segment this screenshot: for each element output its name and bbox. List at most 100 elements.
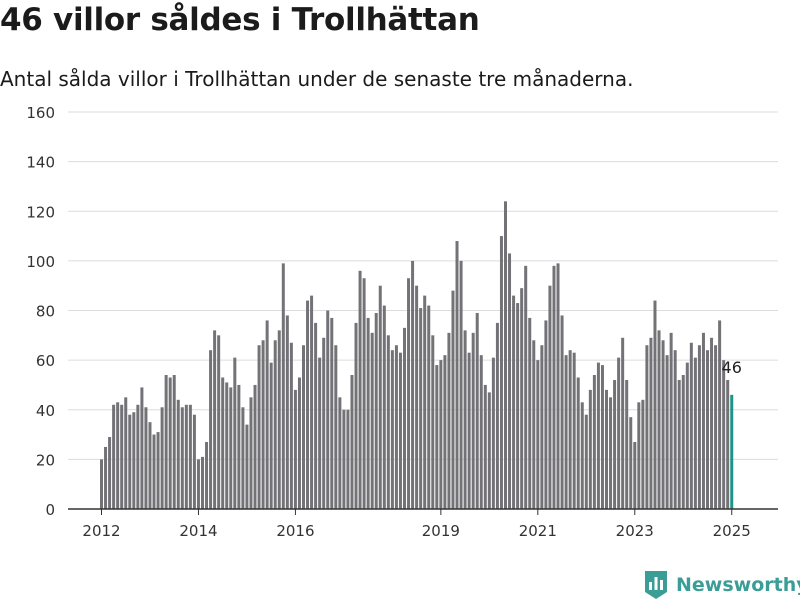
bar <box>241 407 245 509</box>
bar <box>390 350 394 509</box>
bar <box>487 392 491 509</box>
bar <box>560 315 564 509</box>
bar <box>330 317 334 509</box>
bar <box>124 397 128 509</box>
bar <box>245 424 249 509</box>
bar <box>576 377 580 509</box>
bar <box>544 320 548 509</box>
bar <box>285 315 289 509</box>
bar <box>140 387 144 509</box>
bar <box>265 320 269 509</box>
bar <box>281 263 285 509</box>
bar <box>548 285 552 509</box>
y-tick-label: 20 <box>36 451 55 469</box>
bar <box>697 345 701 509</box>
bar <box>653 300 657 509</box>
bar <box>629 417 633 509</box>
bar <box>710 337 714 509</box>
bar <box>588 389 592 509</box>
bar <box>289 342 293 509</box>
bar <box>233 357 237 509</box>
bar <box>495 322 499 509</box>
bar <box>701 332 705 509</box>
bar <box>378 285 382 509</box>
bar <box>334 345 338 509</box>
bar <box>435 365 439 509</box>
chart-title: 46 villor såldes i Trollhättan <box>0 2 480 38</box>
y-tick-label: 0 <box>45 501 55 519</box>
bar <box>677 379 681 509</box>
bar <box>459 260 463 510</box>
y-tick-label: 160 <box>26 104 55 122</box>
bar <box>592 375 596 509</box>
bar <box>540 345 544 509</box>
bar <box>205 442 209 509</box>
bar <box>148 422 152 509</box>
bar <box>217 335 221 509</box>
bar <box>180 407 184 509</box>
bar <box>447 332 451 509</box>
bar <box>427 305 431 509</box>
bar <box>293 389 297 509</box>
bar <box>338 397 342 509</box>
bar <box>120 404 124 509</box>
bar <box>605 389 608 509</box>
bar <box>382 305 386 509</box>
bar <box>172 375 176 509</box>
x-tick-label: 2012 <box>82 522 120 540</box>
bar <box>249 397 253 509</box>
bar <box>192 414 196 509</box>
bar <box>136 404 140 509</box>
bar <box>681 375 685 509</box>
bar <box>552 265 556 509</box>
bar <box>722 360 726 510</box>
bar <box>370 332 374 509</box>
bar <box>188 404 192 509</box>
bar <box>532 340 536 509</box>
bar <box>419 308 423 509</box>
y-axis: 0 20 40 60 80 100 120 140 160 <box>26 104 55 519</box>
bar <box>536 360 540 510</box>
bar <box>128 414 132 509</box>
bar <box>273 340 277 509</box>
bar <box>661 340 665 509</box>
bar <box>354 322 358 509</box>
bar <box>104 446 108 509</box>
bar <box>209 350 213 509</box>
bars <box>100 201 734 510</box>
bar-highlight <box>730 394 734 509</box>
bar <box>718 320 722 509</box>
bar <box>398 352 402 509</box>
bar <box>415 285 419 509</box>
bar <box>164 375 168 509</box>
y-tick-label: 40 <box>36 402 55 420</box>
bar <box>645 345 649 509</box>
bar <box>596 362 600 509</box>
bar <box>366 317 370 509</box>
bar <box>407 278 411 509</box>
bar <box>277 330 281 509</box>
bar <box>374 312 378 509</box>
bar <box>520 288 524 509</box>
y-tick-label: 80 <box>36 303 55 321</box>
bar <box>568 350 572 509</box>
bar <box>637 402 641 509</box>
bar <box>350 375 354 509</box>
bar <box>269 362 273 509</box>
bar <box>176 399 180 509</box>
bar <box>471 332 475 509</box>
bar <box>706 350 709 509</box>
bar <box>669 332 673 509</box>
bar <box>483 384 487 509</box>
y-tick-label: 60 <box>36 352 55 370</box>
bar <box>196 459 200 510</box>
bar <box>225 382 229 509</box>
bar <box>431 335 435 509</box>
bar <box>229 387 233 509</box>
highlight-value-label: 46 <box>722 358 742 377</box>
bar <box>491 357 495 509</box>
bar <box>572 352 576 509</box>
bar <box>221 377 225 509</box>
bar <box>641 399 645 509</box>
bar <box>479 355 483 509</box>
